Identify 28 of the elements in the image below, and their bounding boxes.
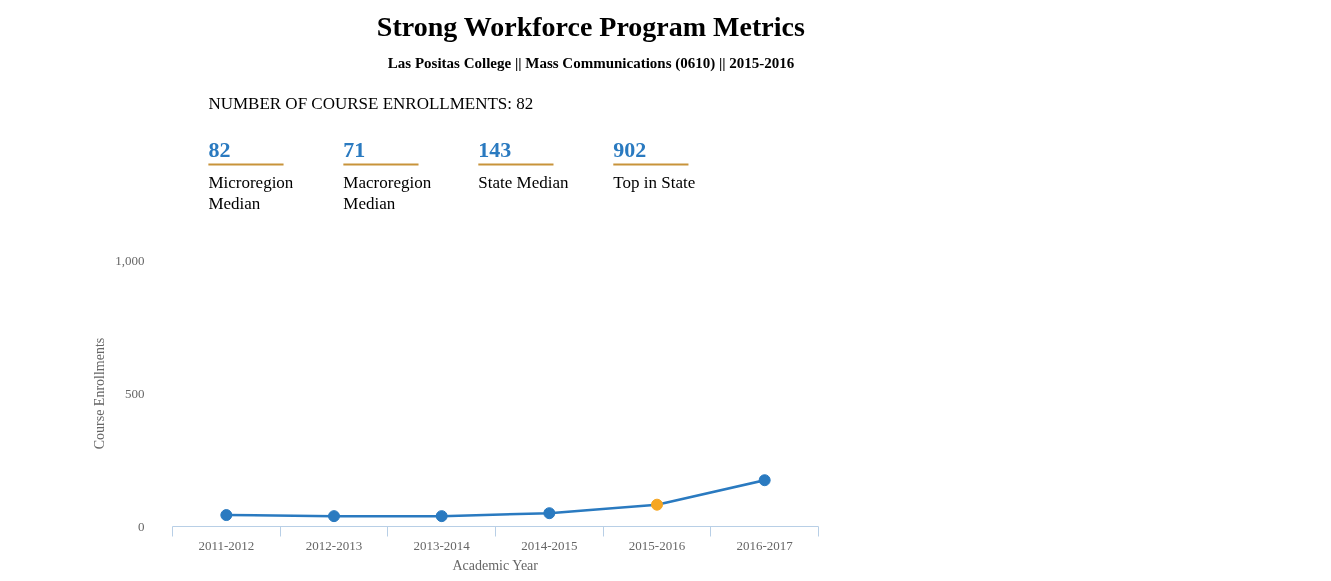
category-label: Top in State	[613, 172, 696, 192]
x-tick-label: 2016-2017	[736, 537, 794, 553]
category-label: Macroregion Median	[343, 172, 432, 214]
point	[543, 507, 556, 520]
point	[651, 498, 663, 511]
point	[758, 474, 771, 487]
point	[435, 510, 448, 523]
x-tick-label: 2015-2016	[628, 537, 686, 553]
category-label: State Median	[478, 172, 569, 192]
x-tick-label: 2011-2012	[198, 537, 255, 553]
y-axis-title: Course Enrollments	[92, 337, 108, 450]
point	[328, 510, 340, 523]
data-label: 902	[613, 136, 647, 162]
y-tick-label: 1,000	[115, 252, 145, 268]
text: Las Positas College || Mass Communications (0610) || 2015-2016	[387, 54, 795, 72]
text: Strong Workforce Program Metrics	[376, 11, 805, 42]
category-label: Microregion Median	[208, 172, 294, 214]
y-tick-label: 500	[125, 385, 145, 401]
point	[220, 509, 233, 522]
x-tick-label: 2014-2015	[521, 537, 578, 553]
x-tick-label: 2012-2013	[305, 537, 363, 553]
data-label: 71	[343, 136, 366, 162]
y-tick-label: 0	[138, 518, 145, 534]
x-axis-title: Academic Year	[452, 557, 539, 573]
data-label: 82	[208, 136, 231, 162]
x-tick-label: 2013-2014	[413, 537, 471, 553]
data-label: 143	[478, 136, 512, 162]
text: NUMBER OF COURSE ENROLLMENTS: 82	[208, 94, 534, 113]
